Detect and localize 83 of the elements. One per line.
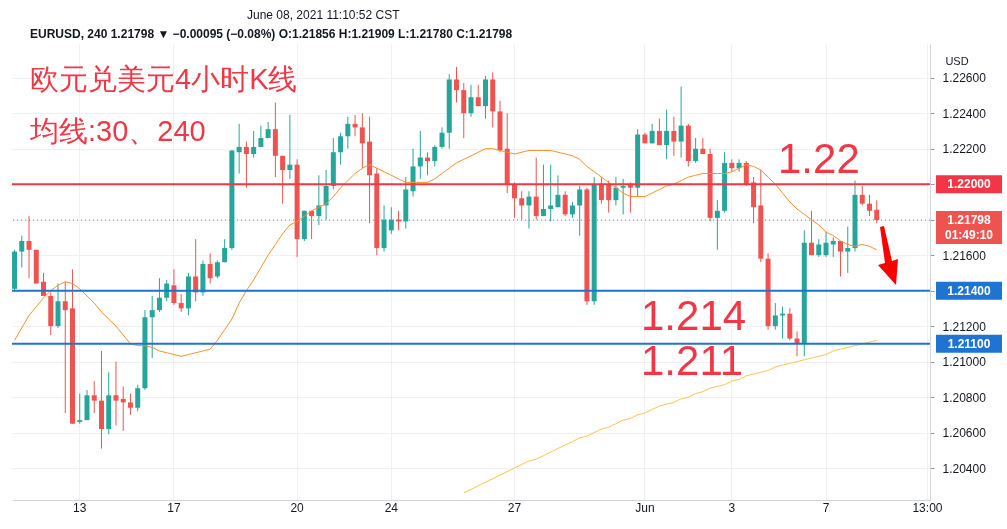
candlestick xyxy=(207,252,213,285)
annotation: 欧元兑美元4小时K线 xyxy=(30,63,298,95)
candlestick xyxy=(461,82,467,139)
candlestick xyxy=(562,190,568,217)
candlestick xyxy=(417,130,423,180)
x-tick-label: 13:00 xyxy=(912,500,943,515)
candlestick xyxy=(714,199,720,251)
annotation: 均线:30、240 xyxy=(29,115,206,147)
candlestick xyxy=(127,393,133,416)
candlestick xyxy=(613,176,619,206)
candlestick xyxy=(388,206,394,235)
candlestick xyxy=(540,164,546,217)
candlestick xyxy=(113,361,119,426)
candlestick xyxy=(156,277,162,313)
candlestick xyxy=(359,112,365,169)
annotation: 1.22 xyxy=(778,135,860,183)
ref-line-label: 1.22000 xyxy=(947,177,992,192)
candlestick xyxy=(693,137,699,164)
candlestick xyxy=(620,178,626,215)
chart-subtitle: June 08, 2021 11:10:52 CST xyxy=(247,8,400,22)
annotation: 1.211 xyxy=(641,336,743,384)
candlestick xyxy=(656,118,662,146)
candlestick xyxy=(77,393,83,425)
y-tick-label: 1.20600 xyxy=(942,426,987,441)
y-tick-label: 1.21000 xyxy=(942,355,987,370)
y-tick-label: 1.20800 xyxy=(942,390,987,405)
candlestick xyxy=(468,84,474,118)
candlestick xyxy=(280,155,286,205)
x-tick-label: 3 xyxy=(728,500,736,515)
chart-title: EURUSD, 240 1.21798 ▼ −0.00095 (−0.08%) O:1.21856 H:1.21909 L:1.21780 C:1.21798 xyxy=(30,27,513,41)
x-tick-label: 17 xyxy=(167,500,181,515)
annotation: 1.214 xyxy=(641,291,747,339)
x-tick-label: 20 xyxy=(290,500,305,515)
y-tick-label: 1.22600 xyxy=(942,71,987,86)
text: USD xyxy=(945,55,969,67)
ref-line-label: 1.21798 xyxy=(947,213,992,228)
ref-line-label: 1.21100 xyxy=(947,336,991,351)
y-tick-label: 1.22200 xyxy=(942,142,987,157)
candlestick xyxy=(19,235,25,269)
y-tick-label: 1.21200 xyxy=(942,319,987,334)
x-tick-label: 13 xyxy=(73,500,87,515)
candlestick xyxy=(548,164,554,222)
candlestick xyxy=(598,176,604,205)
candlestick xyxy=(454,66,460,104)
candlestick xyxy=(577,185,583,237)
candlestick xyxy=(700,137,706,155)
candlestick xyxy=(664,109,670,160)
x-tick-label: 24 xyxy=(384,500,399,515)
candlestick xyxy=(867,194,872,217)
x-tick-label: 7 xyxy=(822,500,830,515)
candlestick xyxy=(251,130,257,159)
candlestick xyxy=(258,125,264,148)
y-tick-label: 1.21600 xyxy=(942,248,987,263)
candlestick xyxy=(838,240,844,277)
candlestick xyxy=(62,281,68,414)
x-tick-label: 27 xyxy=(507,500,522,515)
candlestick xyxy=(149,295,155,359)
ref-line-label: 1.21400 xyxy=(947,283,992,298)
candlestick xyxy=(859,185,865,206)
candlestick xyxy=(526,190,532,230)
candlestick xyxy=(678,86,684,159)
candlestick xyxy=(823,231,829,258)
x-tick-label: Jun xyxy=(635,500,655,515)
y-tick-label: 1.20400 xyxy=(942,461,987,476)
line-series xyxy=(463,339,878,494)
candlestick xyxy=(432,144,438,167)
y-tick-label: 1.22400 xyxy=(942,106,987,121)
candlestick xyxy=(316,174,322,226)
candlestick xyxy=(345,116,351,150)
candlestick xyxy=(511,181,517,219)
candlestick xyxy=(243,141,249,189)
candlestick xyxy=(171,268,177,306)
candlestick xyxy=(236,123,242,175)
candlestick xyxy=(845,226,851,274)
candlestick xyxy=(772,302,778,331)
candlestick xyxy=(91,380,97,414)
text: 01:49:10 xyxy=(944,228,994,242)
candlestick xyxy=(338,132,344,166)
candlestick xyxy=(439,126,445,150)
candlestick xyxy=(555,174,561,208)
candlestick xyxy=(287,114,293,180)
candlestick xyxy=(671,116,677,157)
candlestick xyxy=(135,384,141,412)
